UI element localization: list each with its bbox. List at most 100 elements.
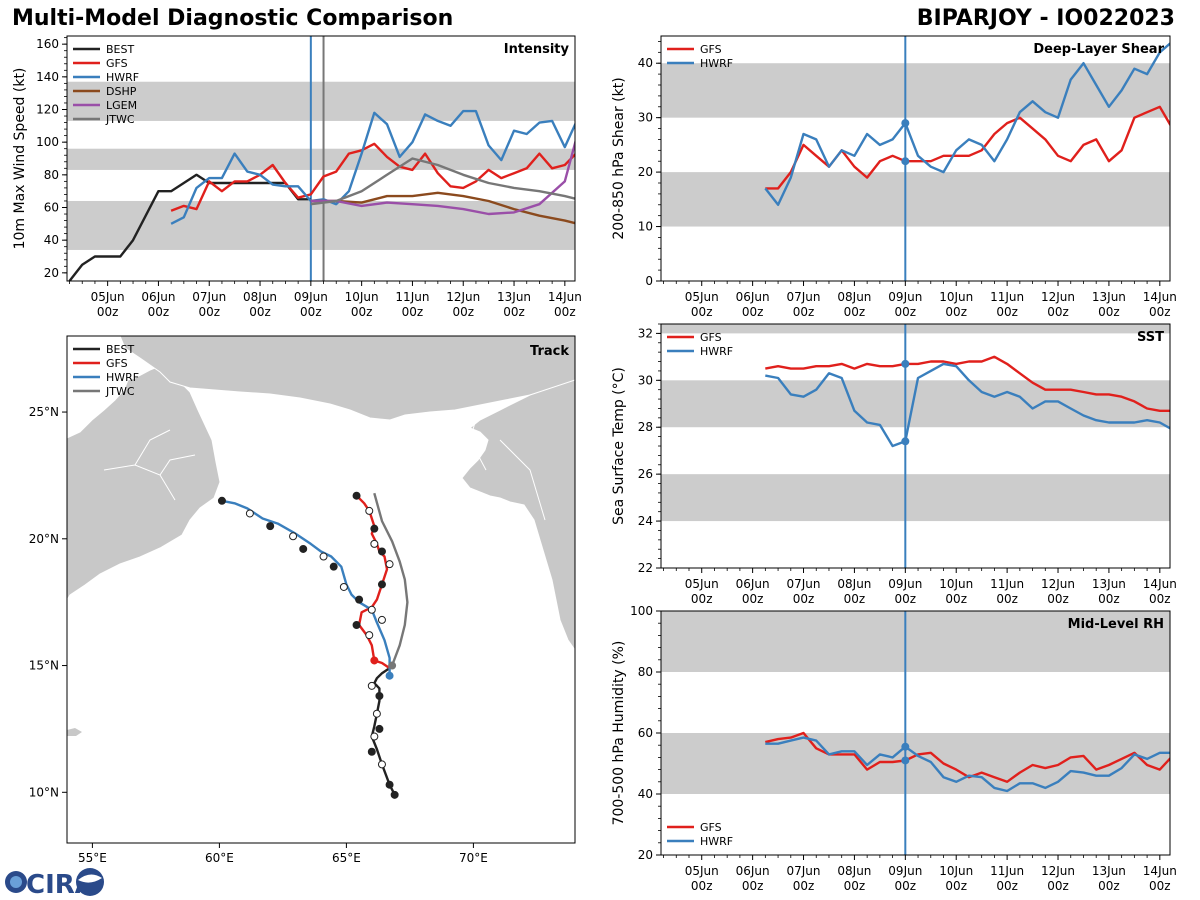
- sst-series-hwrf: [765, 362, 1170, 448]
- intensity-xtick-label-line: 10Jun: [345, 290, 379, 304]
- page-title: Multi-Model Diagnostic Comparison: [12, 6, 454, 31]
- track-point-hwrf: [329, 562, 338, 571]
- shear-xtick-label-line: 00z: [895, 305, 917, 319]
- shear-band-0: [661, 172, 1170, 227]
- track-hwrf: [221, 499, 391, 676]
- sst-xtick-label: 08Jun 00z: [837, 577, 871, 606]
- track-axes: 55°E 60°E 65°E 70°E 10°N 15°N 20°N 25°N: [29, 405, 488, 865]
- intensity-xtick-label-line: 05Jun: [91, 290, 125, 304]
- shear-xtick-label: 08Jun 00z: [837, 290, 871, 319]
- rh-xtick-label: 08Jun 00z: [837, 864, 871, 893]
- intensity-legend-label-hwrf: HWRF: [106, 71, 139, 84]
- sst-xtick-label: 12Jun 00z: [1041, 577, 1075, 606]
- sst-xtick-label-line: 12Jun: [1041, 577, 1075, 591]
- rh-xtick-label-line: 13Jun: [1092, 864, 1126, 878]
- rh-ylabel: 700-500 hPa Humidity (%): [611, 641, 627, 826]
- rh-legend-label-gfs: GFS: [700, 821, 722, 834]
- sst-series-gfs: [765, 355, 1170, 412]
- rh-xtick-label-line: 09Jun: [888, 864, 922, 878]
- sst-legend-label-hwrf: HWRF: [700, 345, 733, 358]
- intensity-legend-label-jtwc: JTWC: [105, 113, 135, 126]
- intensity-ytick-label: 40: [44, 233, 59, 247]
- sst-xtick-label-line: 07Jun: [787, 577, 821, 591]
- intensity-xtick-label-line: 00z: [351, 305, 373, 319]
- intensity-xtick-label-line: 07Jun: [192, 290, 226, 304]
- track-point-gfs: [365, 631, 374, 640]
- shear-xtick-label-line: 00z: [1098, 305, 1120, 319]
- rh-xtick-label-line: 08Jun: [837, 864, 871, 878]
- rh-band-0: [661, 733, 1170, 794]
- intensity-legend-label-gfs: GFS: [106, 57, 128, 70]
- rh-ytick-label: 60: [638, 726, 653, 740]
- sst-xtick-label-line: 05Jun: [685, 577, 719, 591]
- shear-xtick-label: 06Jun 00z: [736, 290, 770, 319]
- intensity-ytick-label: 160: [36, 37, 59, 51]
- rh-xtick-label: 13Jun 00z: [1092, 864, 1126, 893]
- rh-xtick-label-line: 00z: [996, 879, 1018, 893]
- shear-series-hwrf: [764, 41, 1170, 207]
- intensity-band-1: [67, 148, 575, 170]
- shear-xtick-label: 12Jun 00z: [1041, 290, 1075, 319]
- cira-logo: CIRA: [5, 868, 104, 900]
- track-point-best: [372, 709, 381, 718]
- shear-xtick-label-line: 00z: [996, 305, 1018, 319]
- track-xtick-label: 60°E: [205, 851, 234, 865]
- shear-xtick-label-line: 11Jun: [990, 290, 1024, 304]
- sst-xtick-label-line: 00z: [793, 592, 815, 606]
- sst-ytick-label: 28: [638, 420, 653, 434]
- shear-xtick-label-line: 12Jun: [1041, 290, 1075, 304]
- track-point-gfs: [352, 620, 361, 629]
- rh-xtick-label: 12Jun 00z: [1041, 864, 1075, 893]
- shear-ytick-label: 0: [645, 274, 653, 288]
- sst-xtick-label-line: 00z: [844, 592, 866, 606]
- cira-logo-swirl: [78, 874, 102, 883]
- rh-series-hwrf: [765, 736, 1170, 793]
- intensity-xtick-label-line: 11Jun: [395, 290, 429, 304]
- sst-xtick-label-line: 09Jun: [888, 577, 922, 591]
- sst-plot-content: [661, 324, 1170, 568]
- track-xtick-label: 55°E: [78, 851, 107, 865]
- track-point-hwrf: [355, 595, 364, 604]
- intensity-xtick-label-line: 00z: [198, 305, 220, 319]
- sst-xtick-label-line: 08Jun: [837, 577, 871, 591]
- intensity-xtick-label: 13Jun 00z: [497, 290, 531, 319]
- sst-xtick-label-line: 10Jun: [939, 577, 973, 591]
- shear-legend-label-gfs: GFS: [700, 43, 722, 56]
- intensity-plot-content: [67, 36, 575, 281]
- track-point-best: [370, 732, 379, 741]
- rh-xtick-label-line: 00z: [895, 879, 917, 893]
- track-point-gfs: [377, 580, 386, 589]
- intensity-xtick-label: 10Jun 00z: [345, 290, 379, 319]
- track-ytick-label: 25°N: [29, 405, 59, 419]
- track-lines: [217, 491, 409, 799]
- track-point-best: [375, 724, 384, 733]
- sst-xtick-label: 11Jun 00z: [990, 577, 1024, 606]
- sst-xtick-label-line: 00z: [1149, 592, 1171, 606]
- rh-title: Mid-Level RH: [1068, 617, 1164, 632]
- intensity-band-2: [67, 81, 575, 121]
- intensity-xtick-label-line: 14Jun: [548, 290, 582, 304]
- sst-ytick-label: 26: [638, 467, 653, 481]
- track-point-hwrf: [385, 671, 394, 680]
- shear-xtick-label-line: 07Jun: [787, 290, 821, 304]
- rh-xtick-label-line: 00z: [691, 879, 713, 893]
- shear-ytick-label: 40: [638, 56, 653, 70]
- rh-xtick-label-line: 00z: [1149, 879, 1171, 893]
- cira-logo-globe-inner: [10, 876, 22, 888]
- shear-xtick-label-line: 09Jun: [888, 290, 922, 304]
- track-point-hwrf: [339, 582, 348, 591]
- intensity-xtick-label-line: 00z: [97, 305, 119, 319]
- track-point-gfs: [365, 506, 374, 515]
- track-xtick-label: 65°E: [332, 851, 361, 865]
- sst-band-2: [661, 324, 1170, 334]
- rh-plot-content: [661, 611, 1170, 855]
- shear-ylabel: 200-850 hPa Shear (kt): [611, 77, 627, 239]
- track-point-hwrf: [245, 509, 254, 518]
- track-point-hwrf: [367, 605, 376, 614]
- shear-xtick-label-line: 10Jun: [939, 290, 973, 304]
- shear-xtick-label-line: 00z: [1149, 305, 1171, 319]
- intensity-ytick-label: 100: [36, 135, 59, 149]
- intensity-ytick-label: 140: [36, 70, 59, 84]
